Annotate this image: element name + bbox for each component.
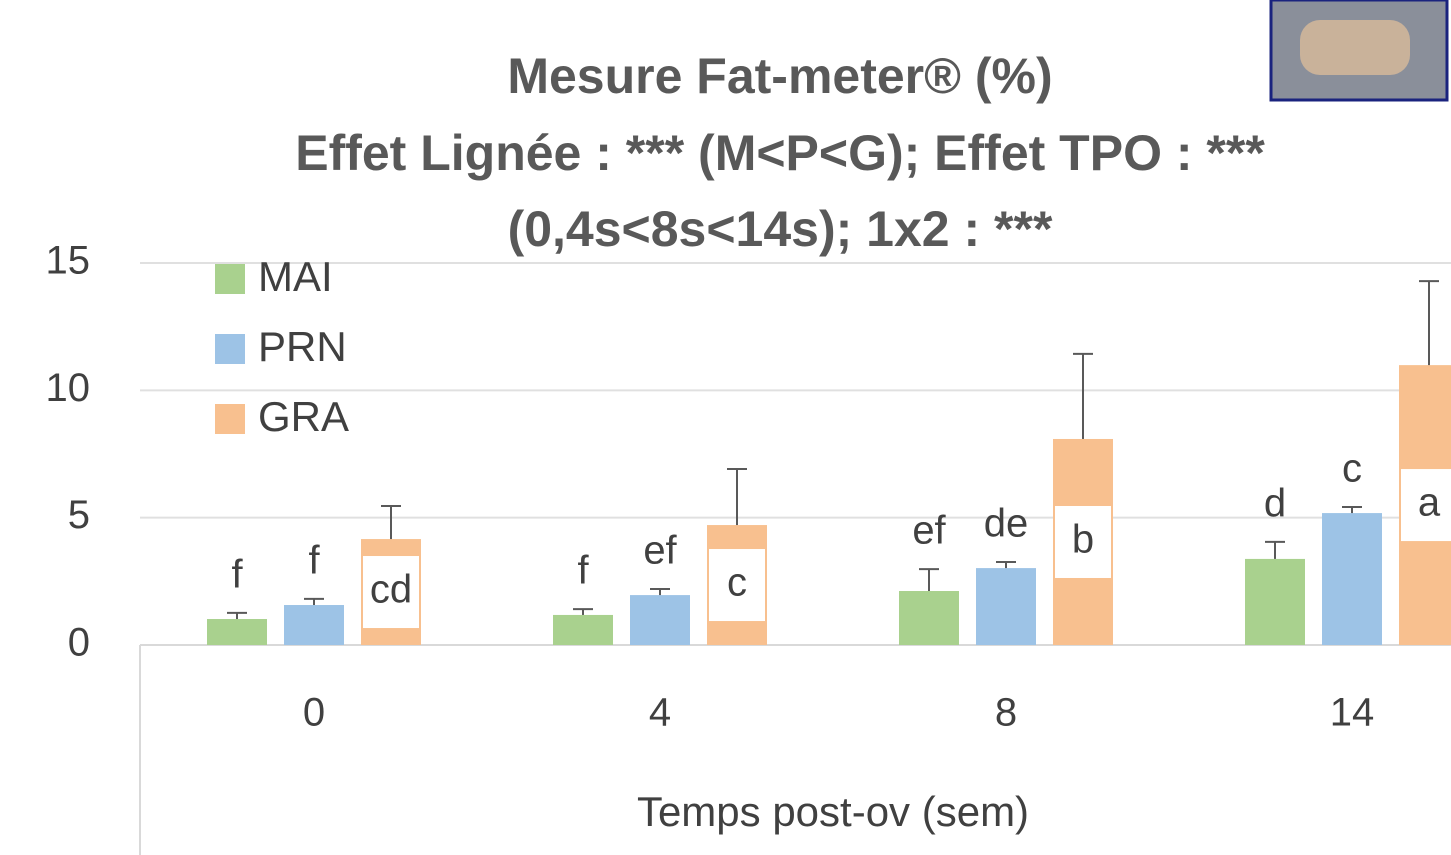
letter-background xyxy=(363,556,419,629)
title-line: Mesure Fat-meter® (%) xyxy=(507,48,1052,104)
significance-letter: c xyxy=(1342,447,1362,491)
title-line: Effet Lignée : *** (M<P<G); Effet TPO : … xyxy=(295,125,1265,181)
y-tick-label: 15 xyxy=(46,239,91,283)
y-tick-label: 0 xyxy=(68,621,90,665)
thumbnail-detail xyxy=(1300,20,1410,75)
significance-letter: d xyxy=(1264,481,1286,525)
legend-label: PRN xyxy=(258,323,347,370)
y-tick-label: 10 xyxy=(46,366,91,410)
letter-background xyxy=(709,549,765,622)
letter-background xyxy=(1401,469,1451,542)
legend-swatch xyxy=(215,264,245,294)
legend-swatch xyxy=(215,404,245,434)
significance-letter: f xyxy=(231,552,243,596)
x-axis-title: Temps post-ov (sem) xyxy=(637,788,1029,835)
x-tick-label: 4 xyxy=(649,691,671,735)
significance-letter: ef xyxy=(643,529,677,573)
bar xyxy=(553,614,613,645)
title-line: (0,4s<8s<14s); 1x2 : *** xyxy=(508,201,1053,257)
significance-letter: c xyxy=(727,561,747,605)
significance-letter: b xyxy=(1072,518,1094,562)
bar xyxy=(284,605,344,645)
y-tick-label: 5 xyxy=(68,493,90,537)
x-tick-label: 14 xyxy=(1330,691,1375,735)
bar xyxy=(630,595,690,645)
bar xyxy=(207,619,267,645)
significance-letter: ef xyxy=(912,509,946,553)
legend-label: GRA xyxy=(258,393,349,440)
bar xyxy=(1322,513,1382,645)
significance-letter: cd xyxy=(370,568,412,612)
significance-letter: f xyxy=(577,549,589,593)
significance-letter: de xyxy=(984,502,1029,546)
significance-letter: a xyxy=(1418,481,1441,525)
bar xyxy=(976,568,1036,645)
x-tick-label: 8 xyxy=(995,691,1017,735)
bar xyxy=(899,591,959,645)
legend-label: MAI xyxy=(258,253,333,300)
legend-swatch xyxy=(215,334,245,364)
x-tick-label: 0 xyxy=(303,691,325,735)
bar xyxy=(1245,558,1305,645)
letter-background xyxy=(1055,505,1111,578)
significance-letter: f xyxy=(308,538,320,582)
